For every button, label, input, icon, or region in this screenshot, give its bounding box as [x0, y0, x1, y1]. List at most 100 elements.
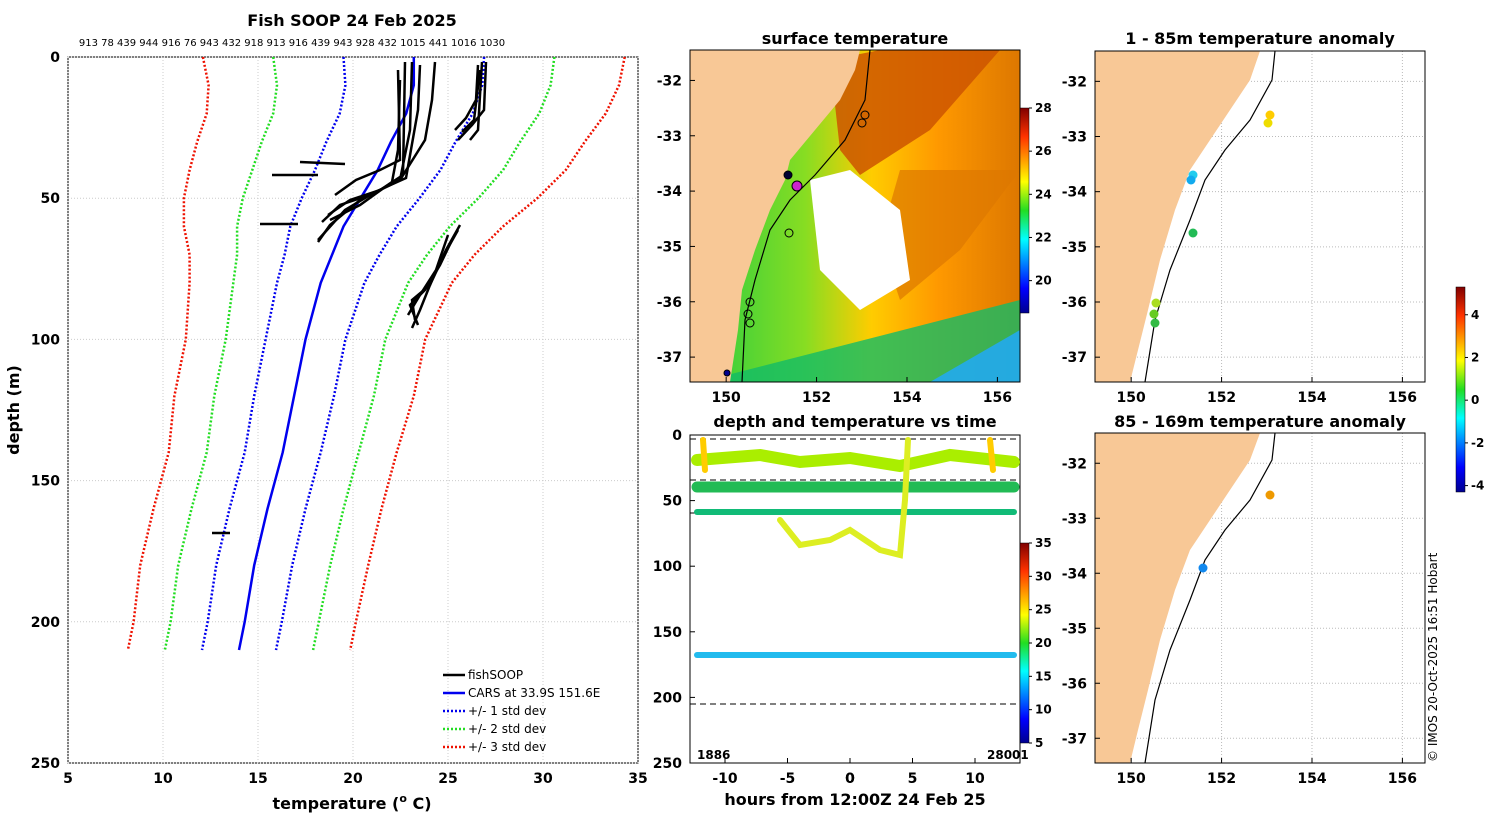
anomaly-marker — [1198, 563, 1208, 573]
time-series-descent — [700, 437, 708, 473]
profile-reference-lines — [126, 56, 626, 651]
anomaly-marker — [1186, 175, 1196, 185]
legend-label-std2: +/- 2 std dev — [468, 722, 546, 736]
map-y-tick: -35 — [657, 239, 682, 255]
profile-x-tick: 25 — [438, 771, 457, 787]
sst-warm-core — [830, 50, 1000, 175]
anomaly-marker — [1150, 318, 1160, 328]
legend-label-fishsoop: fishSOOP — [468, 668, 523, 682]
sst-warm-eddy — [880, 170, 1020, 300]
time-y-tick: 0 — [672, 428, 682, 444]
profile-title: Fish SOOP 24 Feb 2025 — [247, 11, 456, 30]
colorbar-tick-label: 30 — [1035, 569, 1052, 583]
time-colorbar — [1019, 542, 1030, 744]
sst-station-marker — [784, 228, 794, 238]
map-y-tick: -33 — [657, 129, 682, 145]
sst-station-marker — [860, 110, 870, 120]
map-x-tick: 152 — [1207, 390, 1236, 406]
colorbar-tick-label: 22 — [1035, 230, 1052, 244]
anomaly-map-2-box — [1094, 432, 1426, 764]
anomaly-marker — [1263, 118, 1273, 128]
time-series-deep-dive — [777, 437, 911, 559]
fishsoop-trace — [410, 224, 462, 329]
colorbar-tick-label: -2 — [1471, 436, 1484, 450]
sst-station-marker — [783, 170, 793, 180]
map-y-tick: -34 — [1062, 566, 1088, 582]
anomaly-map-1-title: 1 - 85m temperature anomaly — [1125, 29, 1395, 48]
map-y-tick: -37 — [1062, 731, 1087, 747]
anomaly-colorbar-ticks: 4 2 0 -2 -4 — [1465, 308, 1484, 493]
profile-std1-line — [274, 56, 486, 651]
map-x-tick: 156 — [983, 390, 1012, 406]
colorbar-tick-label: 26 — [1035, 144, 1052, 158]
time-y-tick: 150 — [653, 625, 682, 641]
fishsoop-trace — [469, 61, 484, 141]
anomaly-marker — [1188, 228, 1198, 238]
sst-map-title: surface temperature — [762, 29, 949, 48]
time-x-tick: 0 — [845, 771, 855, 787]
map-x-tick: 156 — [1388, 390, 1417, 406]
profile-std1-line — [200, 56, 347, 651]
colorbar-tick-label: 28 — [1035, 101, 1052, 115]
profile-x-tick: 35 — [628, 771, 647, 787]
fishsoop-trace — [457, 61, 488, 141]
sst-station-marker — [745, 297, 755, 307]
legend-label-std1: +/- 1 std dev — [468, 704, 546, 718]
time-x-tick: 10 — [965, 771, 985, 787]
time-colorbar-ticks: 35 30 25 20 15 10 5 — [1029, 536, 1052, 750]
legend-label-cars: CARS at 33.9S 151.6E — [468, 686, 600, 700]
profile-x-axis-label: temperature (o C) — [272, 792, 431, 813]
colorbar-tick-label: 2 — [1471, 350, 1479, 364]
sst-shelf-contour — [741, 50, 871, 382]
colorbar-tick-label: 20 — [1035, 274, 1052, 288]
profile-x-tick: 30 — [533, 771, 553, 787]
time-x-tick: 5 — [908, 771, 918, 787]
sst-land — [690, 50, 860, 382]
sst-ship-position — [791, 180, 803, 192]
map-y-tick: -33 — [1062, 511, 1087, 527]
time-x-tick: -5 — [780, 771, 796, 787]
map-x-tick: 154 — [1297, 771, 1326, 787]
colorbar-tick-label: 10 — [1035, 703, 1052, 717]
anomaly-map-shallow: 1 - 85m temperature anomaly 150 152 154 156… — [1062, 29, 1426, 406]
anomaly-marker — [1149, 309, 1159, 319]
map-y-tick: -37 — [1062, 350, 1087, 366]
map-y-tick: -33 — [1062, 130, 1087, 146]
colorbar-tick-label: 5 — [1035, 736, 1043, 750]
map-y-tick: -37 — [657, 350, 682, 366]
time-x-tick-zero: 0 — [845, 771, 855, 787]
fishsoop-trace — [329, 79, 402, 222]
profile-y-tick: 0 — [50, 50, 60, 66]
profile-top-labels: 913 78 439 944 916 76 943 432 918 913 91… — [79, 38, 505, 49]
time-y-tick: 250 — [653, 756, 682, 772]
anomaly-colorbar — [1455, 286, 1466, 493]
profile-y-tick: 150 — [31, 474, 60, 490]
time-bottom-left-labels: 1886 — [697, 748, 730, 762]
anomaly-map-1-land — [1095, 51, 1260, 382]
anomaly-map-2-land — [1095, 433, 1260, 763]
profile-legend: fishSOOP CARS at 33.9S 151.6E +/- 1 std … — [443, 668, 600, 754]
map-x-tick: 154 — [892, 390, 921, 406]
time-series-ascent — [987, 437, 996, 473]
sst-cool-water — [700, 300, 1020, 382]
profile-y-tick: 200 — [31, 615, 60, 631]
profile-y-axis-label: depth (m) — [4, 365, 23, 455]
colorbar-tick-label: 35 — [1035, 536, 1052, 550]
credit-text: © IMOS 20-Oct-2025 16:51 Hobart — [1426, 552, 1440, 762]
sst-colorbar — [1019, 107, 1030, 314]
time-x-tick: -10 — [712, 771, 738, 787]
anomaly-map-deep: 85 - 169m temperature anomaly 150 152 154 1… — [1062, 412, 1426, 787]
profile-x-tick: 20 — [343, 771, 363, 787]
map-y-tick: -34 — [1062, 185, 1088, 201]
profile-plot: Fish SOOP 24 Feb 2025 913 78 439 944 916… — [4, 11, 648, 813]
profile-x-tick: 15 — [248, 771, 267, 787]
map-y-tick: -36 — [1062, 676, 1087, 692]
sst-cloud-mask — [810, 170, 910, 310]
colorbar-tick-label: 15 — [1035, 669, 1052, 683]
time-series-shallow — [691, 448, 1020, 473]
profile-std3-line — [126, 56, 210, 651]
anomaly-map-2-title: 85 - 169m temperature anomaly — [1114, 412, 1406, 431]
legend-label-std3: +/- 3 std dev — [468, 740, 546, 754]
